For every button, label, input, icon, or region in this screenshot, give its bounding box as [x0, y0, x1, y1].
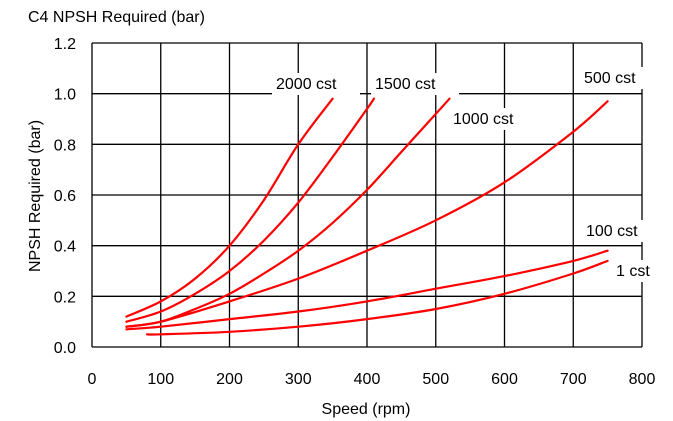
- x-tick-label: 600: [491, 371, 518, 388]
- series-label-bg-1000-cst: [449, 108, 537, 130]
- series-label-bg-1-cst: [612, 260, 660, 282]
- x-tick-label: 0: [88, 371, 97, 388]
- series-line-1000-cst: [125, 97, 451, 328]
- series-lines: [125, 97, 609, 336]
- series-line-100-cst: [125, 249, 609, 331]
- series-label-bg-1500-cst: [371, 73, 459, 95]
- y-tick-label: 0.6: [54, 188, 76, 205]
- y-tick-label: 1.2: [54, 36, 76, 53]
- series-line-1500-cst: [125, 97, 375, 323]
- y-tick-label: 1.0: [54, 87, 76, 104]
- x-axis-title: Speed (rpm): [322, 401, 411, 418]
- x-tick-label: 500: [422, 371, 449, 388]
- y-tick-label: 0.4: [54, 239, 76, 256]
- x-tick-label: 400: [354, 371, 381, 388]
- y-tick-label: 0.0: [54, 340, 76, 357]
- chart-title: C4 NPSH Required (bar): [28, 9, 205, 26]
- series-line-500-cst: [125, 100, 609, 328]
- series-line-2000-cst: [125, 97, 334, 318]
- series-line-1-cst: [145, 259, 609, 336]
- x-tick-label: 200: [216, 371, 243, 388]
- series-label-bg-100-cst: [582, 220, 654, 242]
- y-tick-label: 0.8: [54, 137, 76, 154]
- y-tick-label: 0.2: [54, 289, 76, 306]
- x-tick-label: 800: [629, 371, 656, 388]
- series-label-500-cst: 500 cst: [584, 70, 636, 87]
- x-tick-label: 700: [560, 371, 587, 388]
- series-label-bg-500-cst: [580, 67, 658, 89]
- tick-labels: 0 100 200 300 400 500 600 700 800 0.0 0.2 0.4 0.6 0.8…: [54, 36, 656, 388]
- y-axis-title: NPSH Required (bar): [27, 120, 44, 272]
- series-label-bg-2000-cst: [272, 73, 360, 95]
- series-label-1000-cst: 1000 cst: [453, 111, 514, 128]
- series-label-1500-cst: 1500 cst: [375, 76, 436, 93]
- x-tick-label: 100: [147, 371, 174, 388]
- series-labels: 2000 cst 1500 cst 1000 cst 500 cst 100 cst 1 …: [272, 67, 660, 282]
- series-label-100-cst: 100 cst: [586, 223, 638, 240]
- series-label-1-cst: 1 cst: [616, 263, 650, 280]
- x-tick-label: 300: [285, 371, 312, 388]
- series-label-2000-cst: 2000 cst: [276, 76, 337, 93]
